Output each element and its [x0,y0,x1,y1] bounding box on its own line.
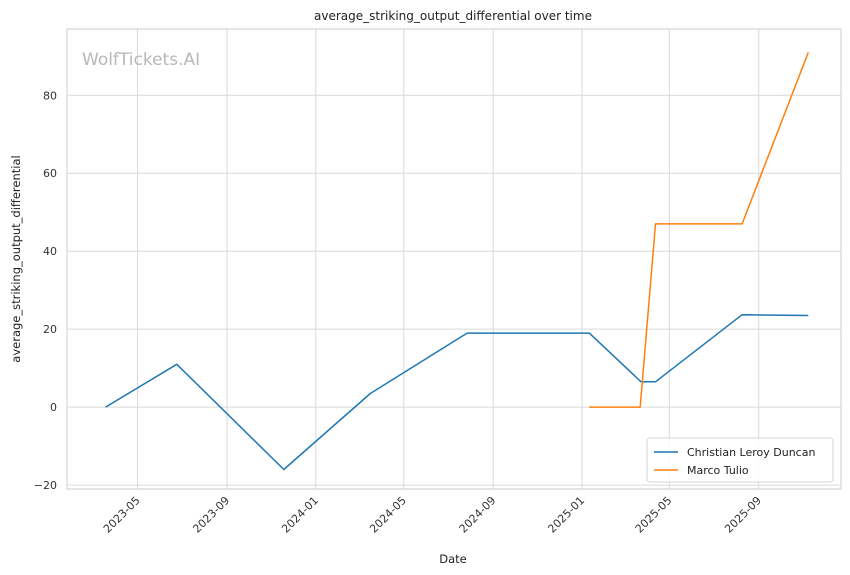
y-tick-label: 0 [50,401,57,414]
x-tick-label: 2025-09 [722,494,764,536]
series-line-marco-tulio [589,52,809,408]
legend: Christian Leroy Duncan Marco Tulio [646,437,834,483]
x-tick-label: 2023-09 [190,494,232,536]
y-tick-label: −20 [34,479,57,492]
y-axis-label: average_striking_output_differential [9,155,23,362]
x-tick-label: 2023-05 [101,494,143,536]
y-tick-label: 80 [43,89,57,102]
watermark: WolfTickets.AI [82,50,200,70]
legend-label-christian-leroy-duncan: Christian Leroy Duncan [687,446,815,459]
y-tick-labels: −20 0 20 40 60 80 [34,89,57,492]
x-tick-labels: 2023-05 2023-09 2024-01 2024-05 2024-09 2025-… [101,494,764,536]
legend-box [646,437,834,483]
x-tick-label: 2025-01 [545,494,587,536]
y-tick-label: 40 [43,245,57,258]
chart-title: average_striking_output_differential ove… [314,9,592,23]
x-tick-label: 2024-09 [457,494,499,536]
x-tick-label: 2024-01 [279,494,321,536]
legend-label-marco-tulio: Marco Tulio [687,464,749,477]
series-lines [105,52,809,471]
y-tick-label: 60 [43,167,57,180]
x-tick-label: 2024-05 [367,494,409,536]
plot-area-frame [66,28,842,490]
x-axis-label: Date [439,552,467,566]
grid-lines [67,29,841,489]
x-tick-label: 2025-05 [633,494,675,536]
series-line-christian-leroy-duncan [105,313,809,471]
y-tick-label: 20 [43,323,57,336]
